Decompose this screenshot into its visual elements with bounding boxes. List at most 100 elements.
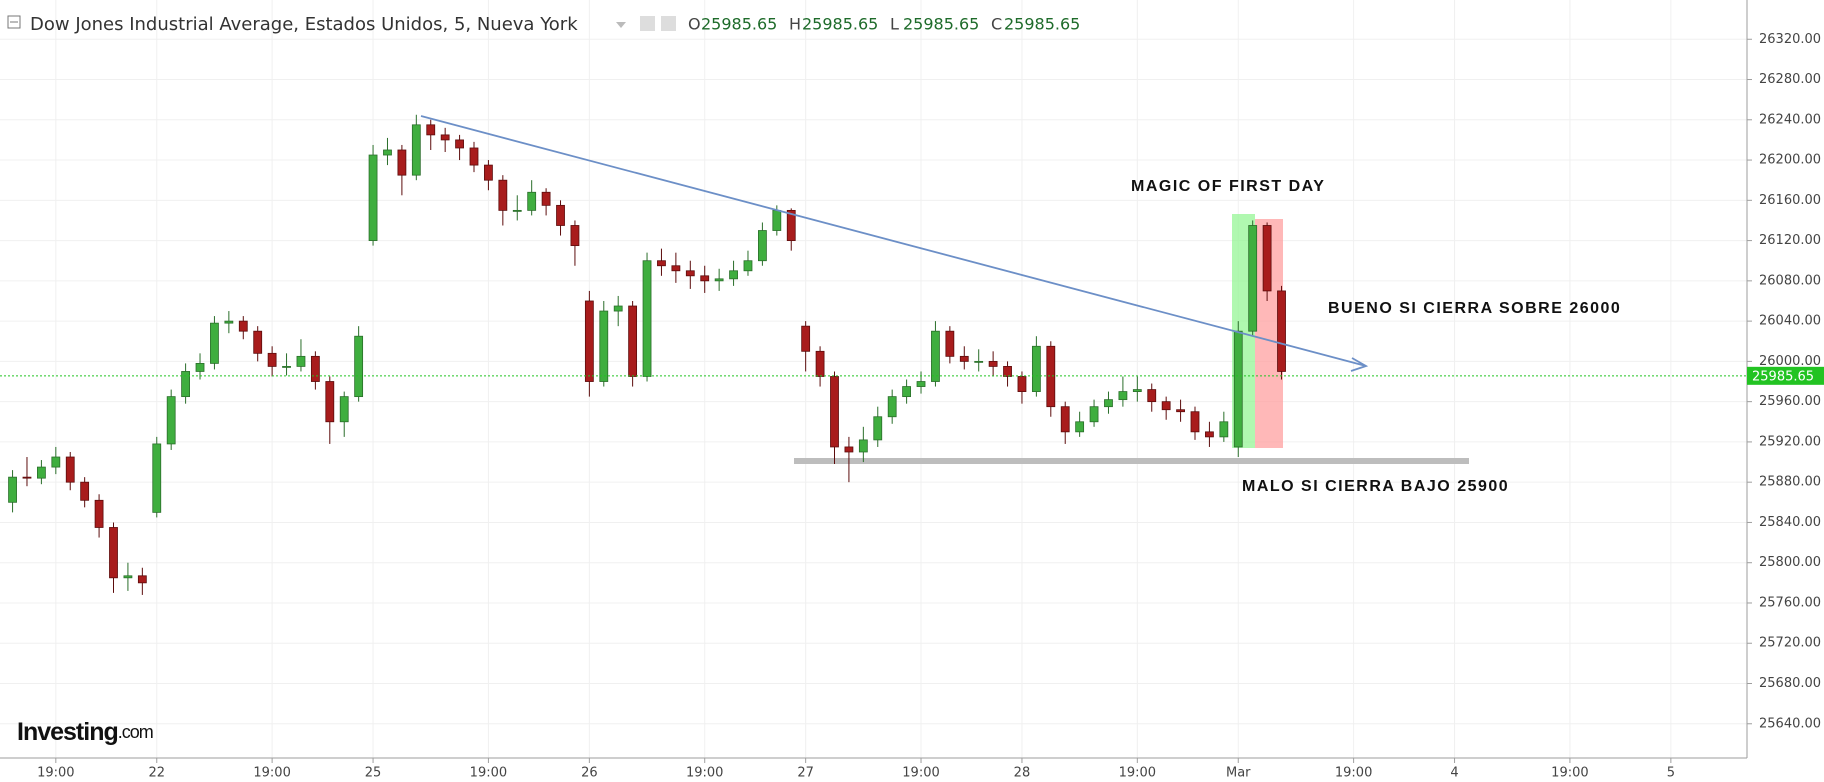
candle-body xyxy=(541,191,551,206)
candle-body xyxy=(224,320,234,324)
x-tick-label: 19:00 xyxy=(253,766,290,781)
candle-body xyxy=(166,396,176,445)
candle-body xyxy=(354,335,364,398)
logo: Investing.com xyxy=(17,718,153,746)
candle-body xyxy=(729,270,738,280)
y-tick-label: 26280.00 xyxy=(1759,72,1821,87)
candle-body xyxy=(830,376,839,448)
candle-body xyxy=(758,230,767,262)
y-tick-label: 26320.00 xyxy=(1759,32,1821,47)
candle-body xyxy=(210,322,219,364)
candle-body xyxy=(137,575,147,584)
candle-body xyxy=(1219,421,1229,438)
candle-body xyxy=(1132,389,1142,392)
candle-body xyxy=(801,325,811,352)
candle-body xyxy=(786,209,796,241)
ohlc-legend: O 25985.65 H 25985.65 L 25985.65 C 25985.65 xyxy=(688,15,1080,34)
candle-body xyxy=(325,381,335,423)
y-tick-label: 25720.00 xyxy=(1759,636,1821,651)
x-tick-label: 28 xyxy=(1014,766,1031,781)
y-tick-label: 25800.00 xyxy=(1759,555,1821,570)
y-tick-label: 25840.00 xyxy=(1759,515,1821,530)
settings-icon[interactable] xyxy=(661,16,676,31)
candle-body xyxy=(642,260,652,377)
candle-body xyxy=(556,204,565,226)
candle-body xyxy=(1161,401,1171,411)
candle-body xyxy=(469,147,479,166)
candle-body xyxy=(613,305,623,312)
candle-body xyxy=(65,456,75,483)
candle-body xyxy=(339,396,349,423)
candle-body xyxy=(599,310,609,382)
candle-body xyxy=(1277,290,1286,372)
grid xyxy=(0,0,1747,758)
x-tick-label: Mar xyxy=(1226,766,1251,781)
settings-icon[interactable] xyxy=(640,16,655,31)
y-tick-label: 26120.00 xyxy=(1759,233,1821,248)
y-tick-label: 26080.00 xyxy=(1759,273,1821,288)
trend-arrow xyxy=(1350,357,1369,372)
y-tick-label: 26200.00 xyxy=(1759,153,1821,168)
candle-body xyxy=(815,350,825,377)
candle-body xyxy=(1031,345,1041,392)
candle-body xyxy=(1233,330,1243,448)
candle-body xyxy=(945,330,955,357)
ohlc-label: C xyxy=(991,15,1002,34)
candle-body xyxy=(51,456,61,468)
logo-main: Investing xyxy=(17,718,118,746)
candle-body xyxy=(974,360,984,363)
candle-body xyxy=(310,355,320,382)
candle-body xyxy=(282,366,291,368)
candle-body xyxy=(383,149,392,156)
candle-body xyxy=(671,265,681,272)
candle-body xyxy=(1118,391,1128,401)
candle-body xyxy=(37,466,46,479)
candle-body xyxy=(1248,225,1258,332)
trend-line xyxy=(420,115,1367,367)
candle-body xyxy=(397,149,407,176)
candle-body xyxy=(1176,409,1185,413)
candle-body xyxy=(411,124,421,176)
candles xyxy=(8,114,1286,595)
candle-body xyxy=(700,275,710,282)
x-tick-label: 26 xyxy=(581,766,598,781)
candle-body xyxy=(931,330,940,382)
y-tick-label: 25880.00 xyxy=(1759,475,1821,490)
y-tick-label: 25960.00 xyxy=(1759,394,1821,409)
y-tick-label: 25680.00 xyxy=(1759,676,1821,691)
collapse-icon[interactable] xyxy=(7,15,21,29)
candle-body xyxy=(267,352,277,367)
y-tick-label: 25920.00 xyxy=(1759,434,1821,449)
candle-body xyxy=(1046,345,1056,408)
candle-body xyxy=(80,481,90,501)
candle-body xyxy=(1089,406,1099,423)
candle-body xyxy=(902,386,911,398)
ohlc-label: H xyxy=(789,15,801,34)
ohlc-value: 25985.65 xyxy=(903,15,979,34)
last-price-box xyxy=(1747,366,1824,385)
ohlc-value: 25985.65 xyxy=(701,15,777,34)
candle-body xyxy=(1003,366,1012,377)
candle-body xyxy=(296,355,306,367)
last-price-label: 25985.65 xyxy=(1752,369,1814,384)
chart-title: Dow Jones Industrial Average, Estados Un… xyxy=(30,14,578,35)
y-tick-label: 26240.00 xyxy=(1759,112,1821,127)
candle-body xyxy=(455,139,464,149)
candle-body xyxy=(685,270,695,277)
candle-body xyxy=(844,446,854,453)
ohlc-value: 25985.65 xyxy=(802,15,878,34)
dropdown-arrow[interactable] xyxy=(616,22,626,28)
x-tick-label: 19:00 xyxy=(1551,766,1588,781)
candle-body xyxy=(484,164,493,181)
candle-body xyxy=(584,300,594,382)
candle-body xyxy=(1075,421,1085,433)
x-tick-label: 19:00 xyxy=(1119,766,1156,781)
y-tick-label: 26160.00 xyxy=(1759,193,1821,208)
candle-body xyxy=(181,371,191,398)
candle-body xyxy=(570,225,580,247)
x-tick-label: 19:00 xyxy=(1335,766,1372,781)
x-tick-label: 19:00 xyxy=(902,766,939,781)
candle-body xyxy=(772,209,782,231)
